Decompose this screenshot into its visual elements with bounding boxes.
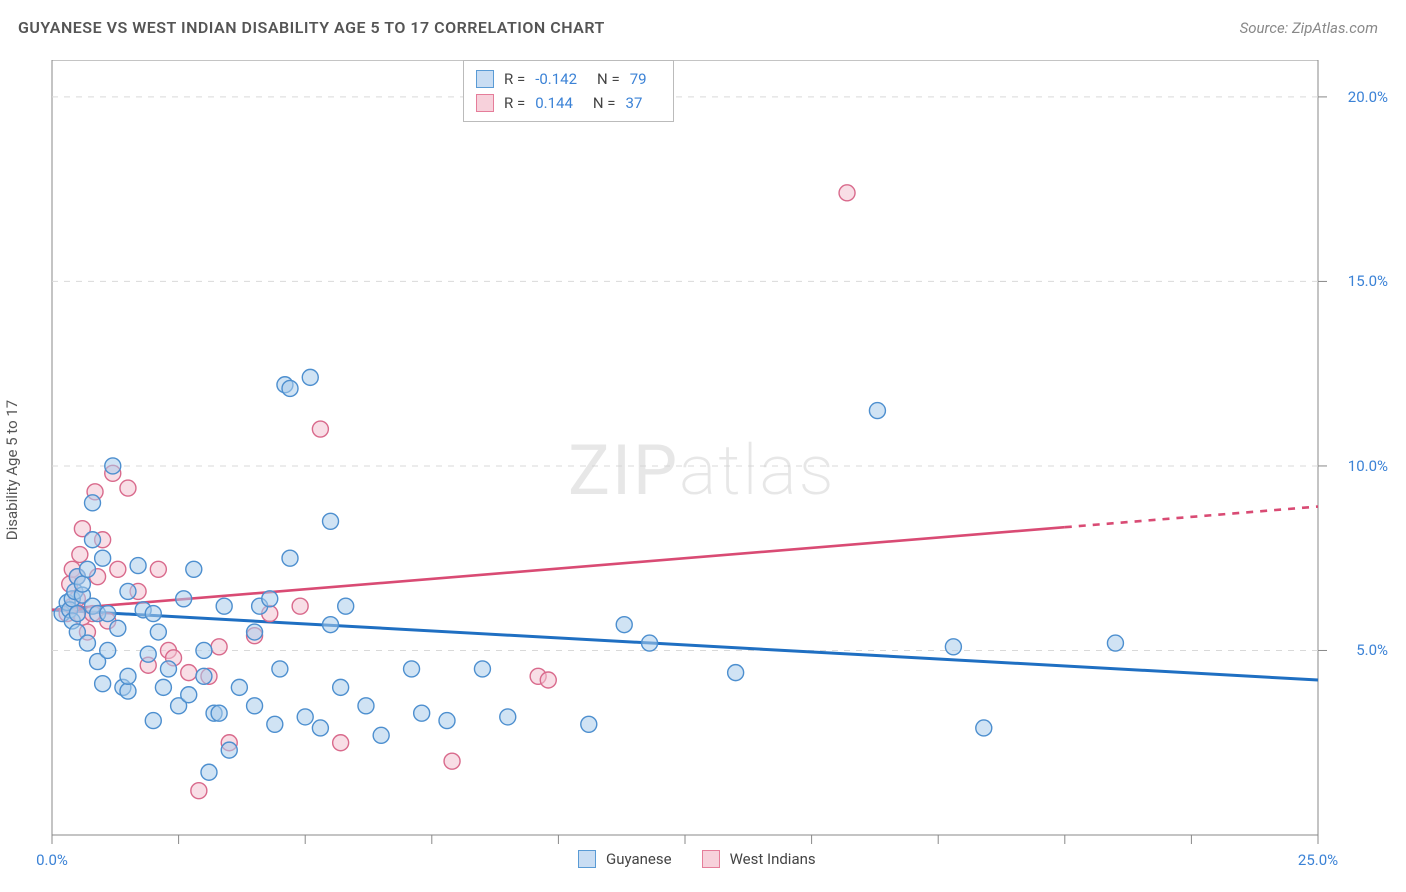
y-tick-label: 5.0%: [1356, 641, 1388, 659]
stats-r-value-1: 0.144: [535, 91, 573, 115]
stats-n-value-0: 79: [630, 67, 647, 91]
y-tick-label: 15.0%: [1348, 272, 1388, 290]
legend-label-0: Guyanese: [606, 850, 672, 868]
y-tick-label: 10.0%: [1348, 457, 1388, 475]
legend-swatch-0: [578, 850, 596, 868]
stats-n-value-1: 37: [626, 91, 643, 115]
stats-r-value-0: -0.142: [535, 67, 577, 91]
x-axis-end-label: 25.0%: [1298, 851, 1338, 869]
legend-item-0: Guyanese: [578, 850, 672, 868]
stats-swatch-0: [476, 70, 494, 88]
legend-swatch-1: [702, 850, 720, 868]
stats-r-label-0: R =: [504, 67, 525, 91]
legend: Guyanese West Indians: [578, 850, 816, 868]
stats-swatch-1: [476, 94, 494, 112]
chart-container: Disability Age 5 to 17 ZIPatlas R = -0.1…: [18, 60, 1388, 880]
stats-n-label-0: N =: [597, 67, 620, 91]
scatter-chart: [18, 60, 1388, 880]
legend-item-1: West Indians: [702, 850, 816, 868]
y-tick-label: 20.0%: [1348, 88, 1388, 106]
stats-row-1: R = 0.144 N = 37: [476, 91, 661, 115]
stats-row-0: R = -0.142 N = 79: [476, 67, 661, 91]
x-axis-start-label: 0.0%: [36, 851, 68, 869]
correlation-stats-box: R = -0.142 N = 79 R = 0.144 N = 37: [463, 60, 674, 122]
chart-source: Source: ZipAtlas.com: [1240, 19, 1378, 37]
stats-r-label-1: R =: [504, 91, 525, 115]
legend-label-1: West Indians: [730, 850, 816, 868]
chart-title: GUYANESE VS WEST INDIAN DISABILITY AGE 5…: [18, 18, 605, 37]
stats-n-label-1: N =: [593, 91, 616, 115]
